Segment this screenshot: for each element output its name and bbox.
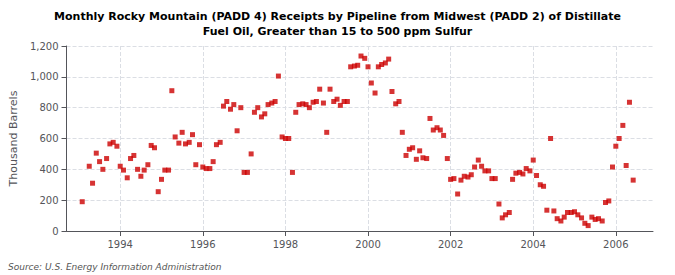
svg-text:2000: 2000 bbox=[355, 239, 380, 250]
svg-text:2006: 2006 bbox=[603, 239, 628, 250]
svg-text:1994: 1994 bbox=[107, 239, 132, 250]
svg-text:2004: 2004 bbox=[521, 239, 546, 250]
svg-text:400: 400 bbox=[39, 164, 58, 175]
svg-text:200: 200 bbox=[39, 195, 58, 206]
svg-text:Fuel Oil, Greater than 15 to 5: Fuel Oil, Greater than 15 to 500 ppm Sul… bbox=[203, 25, 473, 38]
svg-text:800: 800 bbox=[39, 102, 58, 113]
svg-text:Source: U.S. Energy Informatio: Source: U.S. Energy Information Administ… bbox=[8, 262, 222, 272]
svg-text:1998: 1998 bbox=[273, 239, 298, 250]
svg-text:Monthly Rocky Mountain (PADD 4: Monthly Rocky Mountain (PADD 4) Receipts… bbox=[54, 10, 621, 23]
svg-text:1996: 1996 bbox=[190, 239, 215, 250]
svg-text:1,200: 1,200 bbox=[30, 41, 59, 52]
svg-text:0: 0 bbox=[52, 226, 58, 237]
svg-text:600: 600 bbox=[39, 133, 58, 144]
svg-text:1,000: 1,000 bbox=[30, 71, 59, 82]
svg-text:2002: 2002 bbox=[438, 239, 463, 250]
svg-text:Thousand Barrels: Thousand Barrels bbox=[7, 90, 20, 187]
